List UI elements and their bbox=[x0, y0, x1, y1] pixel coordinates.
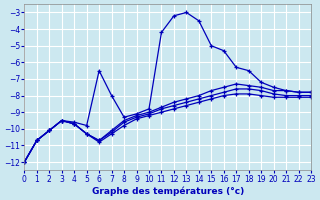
X-axis label: Graphe des températures (°c): Graphe des températures (°c) bbox=[92, 186, 244, 196]
